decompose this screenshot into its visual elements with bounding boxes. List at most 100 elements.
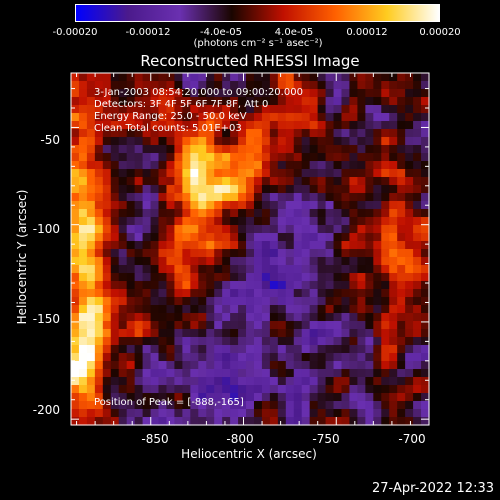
heatmap-cell: [246, 273, 255, 282]
heatmap-cell: [118, 97, 128, 106]
heatmap-cell: [349, 305, 358, 314]
heatmap-cell: [301, 417, 311, 426]
heatmap-cell: [301, 289, 311, 298]
heatmap-cell: [397, 233, 406, 242]
heatmap-cell: [309, 281, 319, 290]
heatmap-cell: [253, 153, 263, 162]
heatmap-cell: [126, 361, 136, 370]
heatmap-cell: [142, 249, 152, 258]
heatmap-cell: [413, 129, 422, 138]
heatmap-cell: [301, 209, 311, 218]
heatmap-cell: [238, 161, 247, 170]
heatmap-cell: [325, 321, 335, 330]
heatmap-cell: [277, 329, 287, 338]
heatmap-cell: [190, 161, 199, 170]
heatmap-cell: [182, 297, 191, 306]
heatmap-cell: [397, 409, 406, 418]
heatmap-cell: [317, 169, 327, 178]
heatmap-cell: [357, 121, 366, 130]
heatmap-cell: [413, 97, 422, 106]
y-tick-label: -150: [32, 312, 60, 326]
heatmap-cell: [230, 249, 239, 258]
heatmap-cell: [325, 345, 335, 354]
heatmap-cell: [222, 169, 231, 178]
heatmap-cell: [166, 153, 176, 162]
heatmap-cell: [357, 305, 366, 314]
heatmap-cell: [317, 177, 327, 186]
heatmap-cell: [86, 137, 96, 146]
heatmap-cell: [293, 209, 303, 218]
heatmap-cell: [277, 97, 287, 106]
heatmap-cell: [102, 337, 112, 346]
heatmap-cell: [397, 313, 406, 322]
heatmap-cell: [118, 377, 128, 386]
heatmap-cell: [142, 105, 152, 114]
heatmap-cell: [166, 361, 176, 370]
heatmap-cell: [373, 81, 382, 90]
heatmap-cell: [333, 169, 343, 178]
heatmap-cell: [126, 121, 136, 130]
heatmap-cell: [373, 361, 382, 370]
heatmap-cell: [405, 89, 414, 98]
heatmap-cell: [142, 185, 152, 194]
heatmap-cell: [421, 233, 430, 242]
heatmap-cell: [317, 417, 327, 426]
colorbar-tick: -4.0e-05: [200, 27, 242, 38]
heatmap-cell: [349, 89, 358, 98]
heatmap-cell: [174, 361, 183, 370]
heatmap-cell: [389, 153, 398, 162]
heatmap-cell: [389, 377, 398, 386]
heatmap-cell: [238, 193, 247, 202]
heatmap-cell: [71, 361, 80, 370]
heatmap-cell: [94, 321, 104, 330]
heatmap-cell: [341, 385, 351, 394]
heatmap-cell: [349, 177, 358, 186]
heatmap-cell: [134, 225, 144, 234]
heatmap-cell: [277, 401, 287, 410]
heatmap-cell: [118, 193, 128, 202]
heatmap-cell: [389, 257, 398, 266]
heatmap-cell: [253, 409, 263, 418]
heatmap-cell: [285, 217, 295, 226]
heatmap-cell: [381, 409, 390, 418]
heatmap-cell: [277, 241, 287, 250]
heatmap-cell: [230, 89, 239, 98]
heatmap-cell: [309, 201, 319, 210]
heatmap-cell: [381, 233, 390, 242]
heatmap-cell: [357, 377, 366, 386]
heatmap-cell: [389, 97, 398, 106]
heatmap-cell: [134, 169, 144, 178]
heatmap-cell: [126, 353, 136, 362]
heatmap-cell: [381, 353, 390, 362]
heatmap-cell: [317, 145, 327, 154]
heatmap-cell: [246, 89, 255, 98]
heatmap-cell: [301, 337, 311, 346]
heatmap-cell: [198, 409, 207, 418]
heatmap-cell: [86, 337, 96, 346]
heatmap-cell: [389, 209, 398, 218]
heatmap-cell: [285, 321, 295, 330]
heatmap-cell: [230, 321, 239, 330]
heatmap-cell: [277, 249, 287, 258]
heatmap-cell: [397, 361, 406, 370]
heatmap-cell: [230, 257, 239, 266]
heatmap-cell: [110, 329, 120, 338]
heatmap-cell: [78, 89, 88, 98]
heatmap-cell: [110, 265, 120, 274]
heatmap-cell: [293, 89, 303, 98]
heatmap-cell: [174, 113, 183, 122]
heatmap-cell: [413, 409, 422, 418]
heatmap-cell: [214, 81, 223, 90]
heatmap-cell: [222, 89, 231, 98]
heatmap-cell: [174, 337, 183, 346]
heatmap-cell: [214, 289, 223, 298]
heatmap-cell: [341, 209, 351, 218]
heatmap-cell: [285, 121, 295, 130]
heatmap-cell: [118, 169, 128, 178]
heatmap-cell: [381, 313, 390, 322]
heatmap-cell: [78, 241, 88, 250]
heatmap-cell: [78, 265, 88, 274]
heatmap-cell: [413, 193, 422, 202]
heatmap-cell: [269, 177, 279, 186]
